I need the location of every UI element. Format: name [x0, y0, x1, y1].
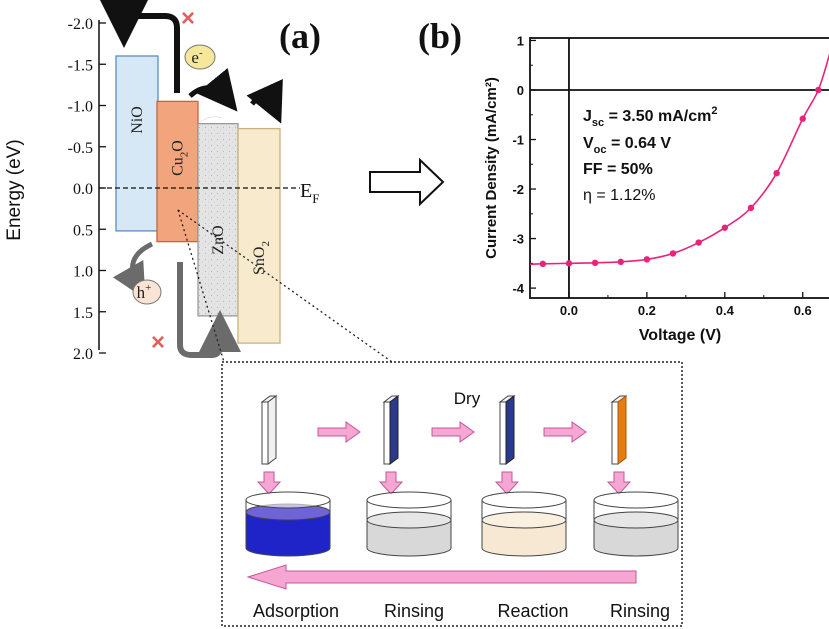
- step-arrow-3: [543, 421, 587, 443]
- panel-a-label: (a): [279, 16, 321, 56]
- beaker-rinsing-1: [366, 491, 452, 557]
- step-label-rinsing-2: Rinsing: [610, 601, 670, 621]
- y-tick-label: -4: [512, 281, 524, 296]
- x-axis-title: Voltage (V): [639, 327, 721, 344]
- panel-b-label: (b): [418, 16, 462, 56]
- panel-transition-arrow: [369, 157, 445, 207]
- step-label-rinsing-1: Rinsing: [384, 601, 444, 621]
- layer-label-zno: ZnO: [210, 225, 227, 254]
- material-layers: NiO Cu2O ZnO SnO2: [115, 55, 281, 344]
- efficiency-annotation: η = 1.12%: [583, 187, 656, 204]
- energy-ticks: -2.0 -1.5 -1.0 -0.5 0.0 0.5 1.0 1.5 2.0: [68, 16, 106, 363]
- cross-mark-bottom: ×: [151, 329, 165, 356]
- silar-process: Dry: [221, 361, 683, 627]
- jv-points: [539, 86, 822, 268]
- x-tick-label: 0.6: [794, 303, 812, 318]
- process-box: [221, 361, 683, 627]
- hole-label: h+: [137, 282, 152, 302]
- electron-arrow-1: [188, 67, 238, 112]
- step-arrow-2: [431, 421, 475, 443]
- data-point: [591, 259, 599, 267]
- plate-3: [498, 395, 516, 465]
- y-tick-label: -1: [512, 133, 524, 148]
- dry-label: Dry: [454, 389, 481, 408]
- zoom-line-right: [177, 209, 393, 363]
- plate-1: [260, 395, 278, 465]
- layer-label-nio: NiO: [129, 106, 146, 134]
- electron-arrow-hint: [199, 116, 223, 123]
- energy-tick-label: 1.0: [73, 264, 93, 281]
- plot-frame: [529, 37, 829, 299]
- band-diagram: (a) Energy (eV) -2.0 -1.5 -1.0 -0.5 0.0 0.5 1.…: [4, 0, 393, 363]
- jv-curve: [529, 53, 829, 266]
- x-tick-label: 0.2: [638, 303, 656, 318]
- plate-2: [382, 395, 400, 465]
- energy-tick-label: 2.0: [73, 346, 93, 363]
- dip-arrow-3: [494, 471, 520, 495]
- jsc-annotation: Jsc = 3.50 mA/cm2: [583, 105, 717, 129]
- energy-tick-label: -0.5: [68, 140, 93, 157]
- cross-mark-top: ×: [181, 5, 195, 32]
- beaker-adsorption: [245, 491, 331, 557]
- data-point: [799, 115, 806, 122]
- layer-zno: [197, 123, 239, 317]
- energy-tick-label: -1.5: [68, 57, 93, 74]
- step-label-adsorption: Adsorption: [253, 601, 339, 621]
- electron-arrow-blocked: [100, 0, 180, 93]
- plate-4: [610, 395, 628, 465]
- x-tick-label: 0.0: [560, 303, 578, 318]
- data-point: [773, 170, 780, 177]
- zero-lines: [530, 38, 829, 298]
- electron-label: e-: [191, 47, 203, 67]
- data-point: [815, 86, 822, 94]
- data-point: [539, 260, 547, 268]
- energy-tick-label: -1.0: [68, 99, 93, 116]
- layer-label-cu2o: Cu2O: [170, 140, 191, 176]
- energy-tick-label: 1.5: [73, 305, 93, 322]
- y-tick-label: -3: [512, 232, 524, 247]
- energy-tick-label: 0.5: [73, 222, 93, 239]
- data-point: [669, 250, 677, 257]
- hole-arrow-1: [112, 241, 154, 300]
- data-point: [643, 256, 651, 263]
- fermi-level-label: EF: [300, 180, 319, 206]
- layer-cu2o: [156, 100, 199, 243]
- energy-tick-label: -2.0: [68, 16, 93, 33]
- y-tick-label: 0: [517, 83, 524, 98]
- data-point: [617, 258, 624, 266]
- dip-arrow-2: [378, 471, 404, 495]
- jv-chart: (b) 0.0 0.2 0.4 0.6 1 0 -1 -2 -3 -4 Current Densi…: [418, 16, 829, 344]
- x-tick-label: 0.4: [716, 303, 735, 318]
- performance-annotations: Jsc = 3.50 mA/cm2 Voc = 0.64 V FF = 50% …: [583, 105, 717, 204]
- electron-arrow-2: [246, 78, 283, 124]
- layer-nio: [115, 55, 159, 232]
- energy-axis-label: Energy (eV): [4, 139, 25, 240]
- zoom-line-left: [177, 209, 225, 363]
- layer-sno2: [237, 127, 281, 344]
- beaker-rinsing-2: [593, 491, 679, 557]
- step-arrow-1: [317, 421, 361, 443]
- electron-symbol: [184, 44, 216, 70]
- data-point: [721, 224, 729, 231]
- y-tick-label: -2: [512, 182, 524, 197]
- data-point: [565, 260, 573, 267]
- chart-ticks: 0.0 0.2 0.4 0.6 1 0 -1 -2 -3 -4: [512, 33, 811, 318]
- data-point: [747, 204, 755, 212]
- y-axis-title: Current Density (mA/cm²): [483, 77, 500, 259]
- energy-tick-label: 0.0: [73, 181, 93, 198]
- step-label-reaction: Reaction: [497, 601, 568, 621]
- data-point: [695, 239, 702, 246]
- layer-label-sno2: SnO2: [251, 241, 272, 275]
- dip-arrow-4: [606, 471, 632, 495]
- ff-annotation: FF = 50%: [583, 161, 653, 178]
- y-tick-label: 1: [517, 33, 524, 48]
- dip-arrow-1: [256, 471, 282, 495]
- voc-annotation: Voc = 0.64 V: [583, 135, 671, 156]
- cycle-return-arrow: [246, 564, 637, 590]
- hole-symbol: [132, 279, 162, 305]
- beaker-reaction: [481, 491, 567, 557]
